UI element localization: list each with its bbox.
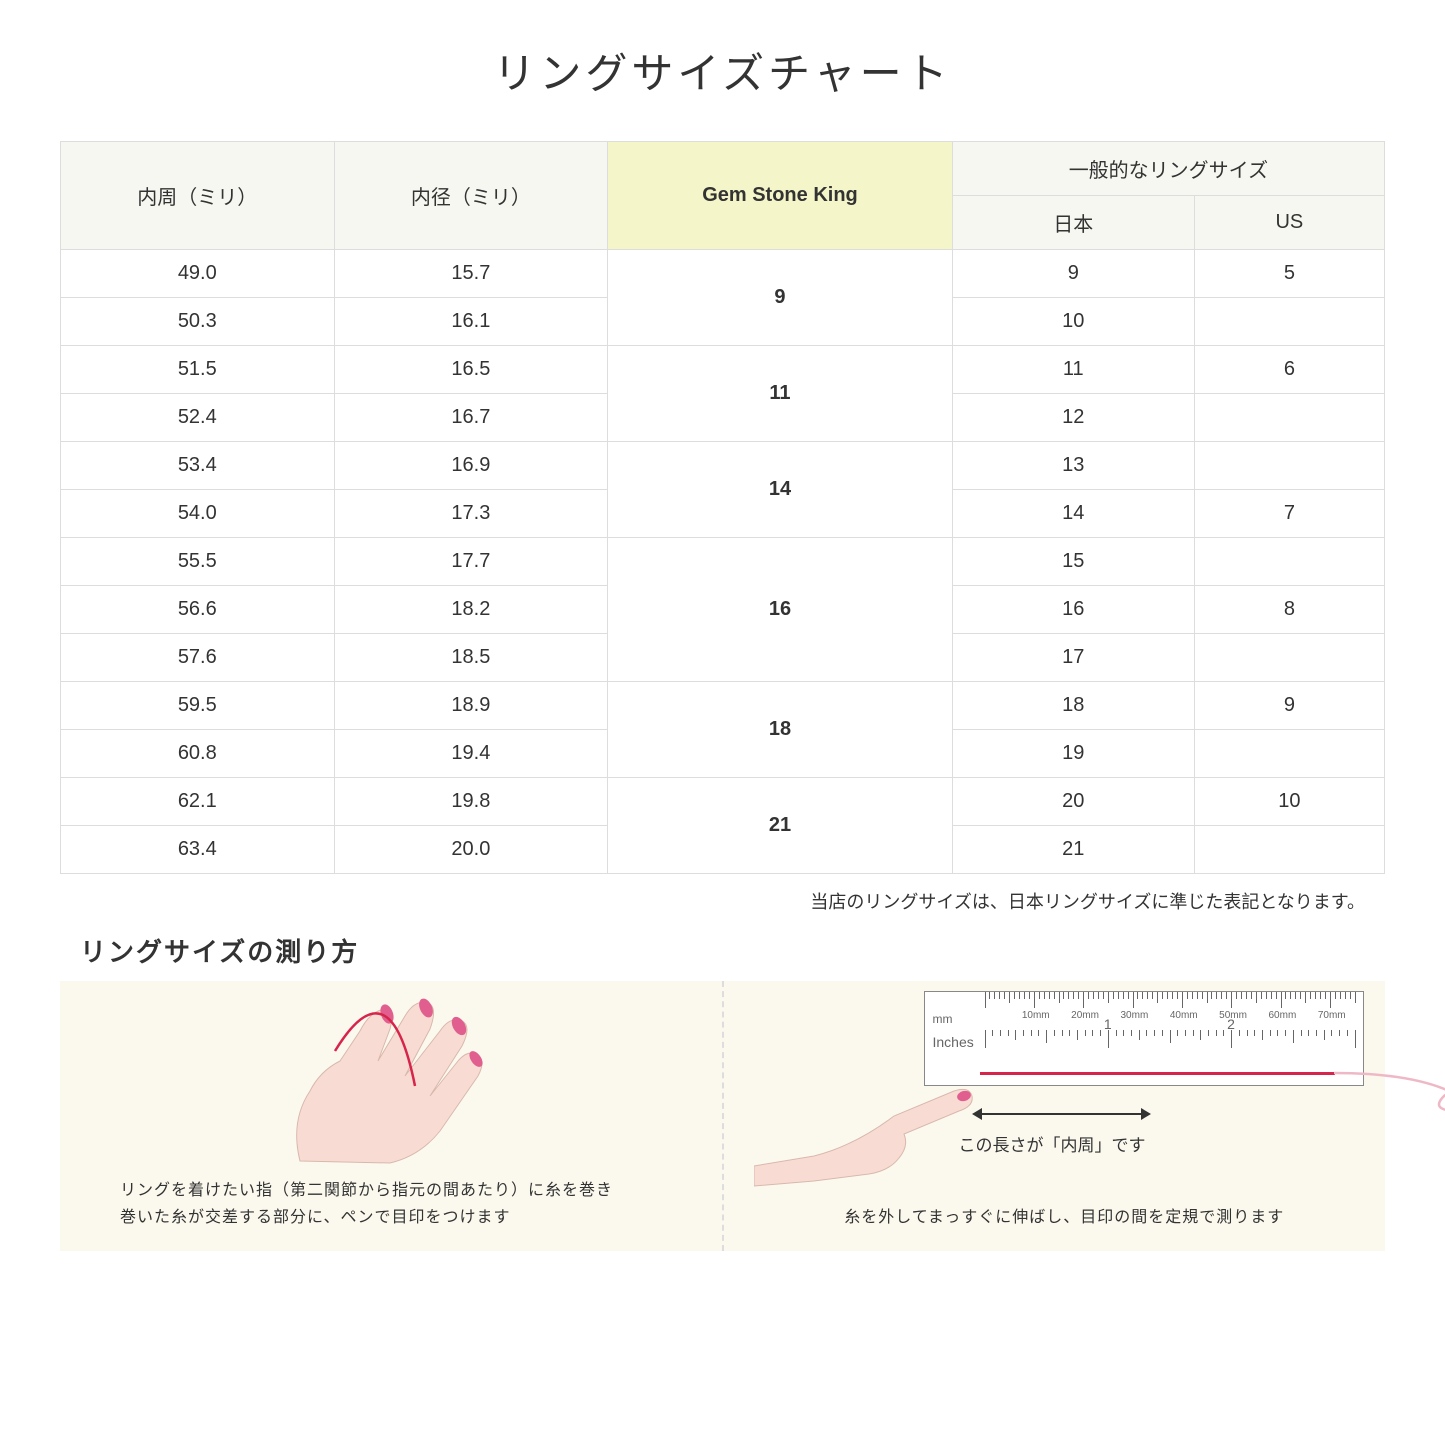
hand-point-illustration [754, 1076, 974, 1196]
cell-japan: 20 [952, 778, 1194, 826]
cell-japan: 16 [952, 586, 1194, 634]
cell-gsk: 18 [608, 682, 953, 778]
table-row: 51.516.511116 [61, 346, 1385, 394]
ruler-mm-mark: 70mm [1318, 1010, 1346, 1021]
cell-diameter: 16.1 [334, 298, 608, 346]
cell-circumference: 52.4 [61, 394, 335, 442]
cell-diameter: 17.7 [334, 538, 608, 586]
cell-us: 5 [1194, 250, 1384, 298]
howto-panel-right: 10mm20mm30mm40mm50mm60mm70mm mm Inches 1… [724, 981, 1386, 1251]
howto-section: リングを着けたい指（第二関節から指元の間あたり）に糸を巻き 巻いた糸が交差する部… [60, 981, 1385, 1251]
th-japan: 日本 [952, 196, 1194, 250]
cell-japan: 11 [952, 346, 1194, 394]
th-general: 一般的なリングサイズ [952, 142, 1384, 196]
cell-us [1194, 442, 1384, 490]
th-gsk: Gem Stone King [608, 142, 953, 250]
cell-circumference: 63.4 [61, 826, 335, 874]
cell-diameter: 19.4 [334, 730, 608, 778]
cell-us: 6 [1194, 346, 1384, 394]
table-row: 49.015.7995 [61, 250, 1385, 298]
cell-us [1194, 394, 1384, 442]
cell-circumference: 49.0 [61, 250, 335, 298]
cell-gsk: 9 [608, 250, 953, 346]
cell-japan: 21 [952, 826, 1194, 874]
cell-japan: 13 [952, 442, 1194, 490]
ruler-illustration: 10mm20mm30mm40mm50mm60mm70mm mm Inches 1… [924, 991, 1364, 1086]
thread-curl [1329, 1061, 1445, 1121]
cell-circumference: 62.1 [61, 778, 335, 826]
cell-us: 9 [1194, 682, 1384, 730]
cell-us [1194, 538, 1384, 586]
ruler-in-mark: 2 [1227, 1016, 1235, 1032]
cell-japan: 19 [952, 730, 1194, 778]
cell-japan: 15 [952, 538, 1194, 586]
cell-diameter: 16.9 [334, 442, 608, 490]
hand-wrap-illustration [240, 981, 520, 1171]
cell-diameter: 16.7 [334, 394, 608, 442]
cell-japan: 9 [952, 250, 1194, 298]
howto-title: リングサイズの測り方 [80, 932, 1385, 969]
cell-circumference: 54.0 [61, 490, 335, 538]
th-diameter: 内径（ミリ） [334, 142, 608, 250]
size-chart-table: 内周（ミリ） 内径（ミリ） Gem Stone King 一般的なリングサイズ … [60, 141, 1385, 874]
cell-gsk: 21 [608, 778, 953, 874]
ruler-in-label: Inches [933, 1034, 974, 1050]
cell-diameter: 18.5 [334, 634, 608, 682]
cell-us: 8 [1194, 586, 1384, 634]
ruler-mm-mark: 30mm [1121, 1010, 1149, 1021]
cell-japan: 17 [952, 634, 1194, 682]
cell-japan: 10 [952, 298, 1194, 346]
cell-japan: 12 [952, 394, 1194, 442]
ruler-mm-mark: 20mm [1071, 1010, 1099, 1021]
table-row: 62.119.8212010 [61, 778, 1385, 826]
cell-us: 7 [1194, 490, 1384, 538]
thread-line [980, 1072, 1335, 1075]
ruler-mm-mark: 10mm [1022, 1010, 1050, 1021]
measure-arrow [974, 1113, 1149, 1115]
cell-us [1194, 298, 1384, 346]
ruler-mm-mark: 40mm [1170, 1010, 1198, 1021]
table-body: 49.015.799550.316.11051.516.51111652.416… [61, 250, 1385, 874]
cell-circumference: 53.4 [61, 442, 335, 490]
cell-diameter: 16.5 [334, 346, 608, 394]
cell-circumference: 57.6 [61, 634, 335, 682]
cell-us [1194, 730, 1384, 778]
cell-us: 10 [1194, 778, 1384, 826]
cell-gsk: 11 [608, 346, 953, 442]
ruler-mm-label: mm [933, 1012, 953, 1026]
cell-us [1194, 826, 1384, 874]
cell-circumference: 50.3 [61, 298, 335, 346]
cell-circumference: 56.6 [61, 586, 335, 634]
th-circumference: 内周（ミリ） [61, 142, 335, 250]
howto-right-caption: 糸を外してまっすぐに伸ばし、目印の間を定規で測ります [784, 1204, 1346, 1231]
table-row: 55.517.71615 [61, 538, 1385, 586]
cell-circumference: 55.5 [61, 538, 335, 586]
table-row: 59.518.918189 [61, 682, 1385, 730]
cell-circumference: 51.5 [61, 346, 335, 394]
cell-japan: 18 [952, 682, 1194, 730]
cell-japan: 14 [952, 490, 1194, 538]
cell-diameter: 18.2 [334, 586, 608, 634]
cell-diameter: 15.7 [334, 250, 608, 298]
table-row: 53.416.91413 [61, 442, 1385, 490]
cell-diameter: 18.9 [334, 682, 608, 730]
arrow-label: この長さが「内周」です [959, 1131, 1146, 1156]
cell-circumference: 59.5 [61, 682, 335, 730]
cell-us [1194, 634, 1384, 682]
cell-gsk: 16 [608, 538, 953, 682]
cell-diameter: 19.8 [334, 778, 608, 826]
cell-diameter: 20.0 [334, 826, 608, 874]
howto-panel-left: リングを着けたい指（第二関節から指元の間あたり）に糸を巻き 巻いた糸が交差する部… [60, 981, 724, 1251]
th-us: US [1194, 196, 1384, 250]
cell-diameter: 17.3 [334, 490, 608, 538]
howto-left-caption: リングを着けたい指（第二関節から指元の間あたり）に糸を巻き 巻いた糸が交差する部… [120, 1177, 682, 1231]
ruler-in-mark: 1 [1104, 1016, 1112, 1032]
note-text: 当店のリングサイズは、日本リングサイズに準じた表記となります。 [60, 888, 1365, 914]
page-title: リングサイズチャート [60, 40, 1385, 101]
cell-circumference: 60.8 [61, 730, 335, 778]
ruler-mm-mark: 60mm [1269, 1010, 1297, 1021]
cell-gsk: 14 [608, 442, 953, 538]
